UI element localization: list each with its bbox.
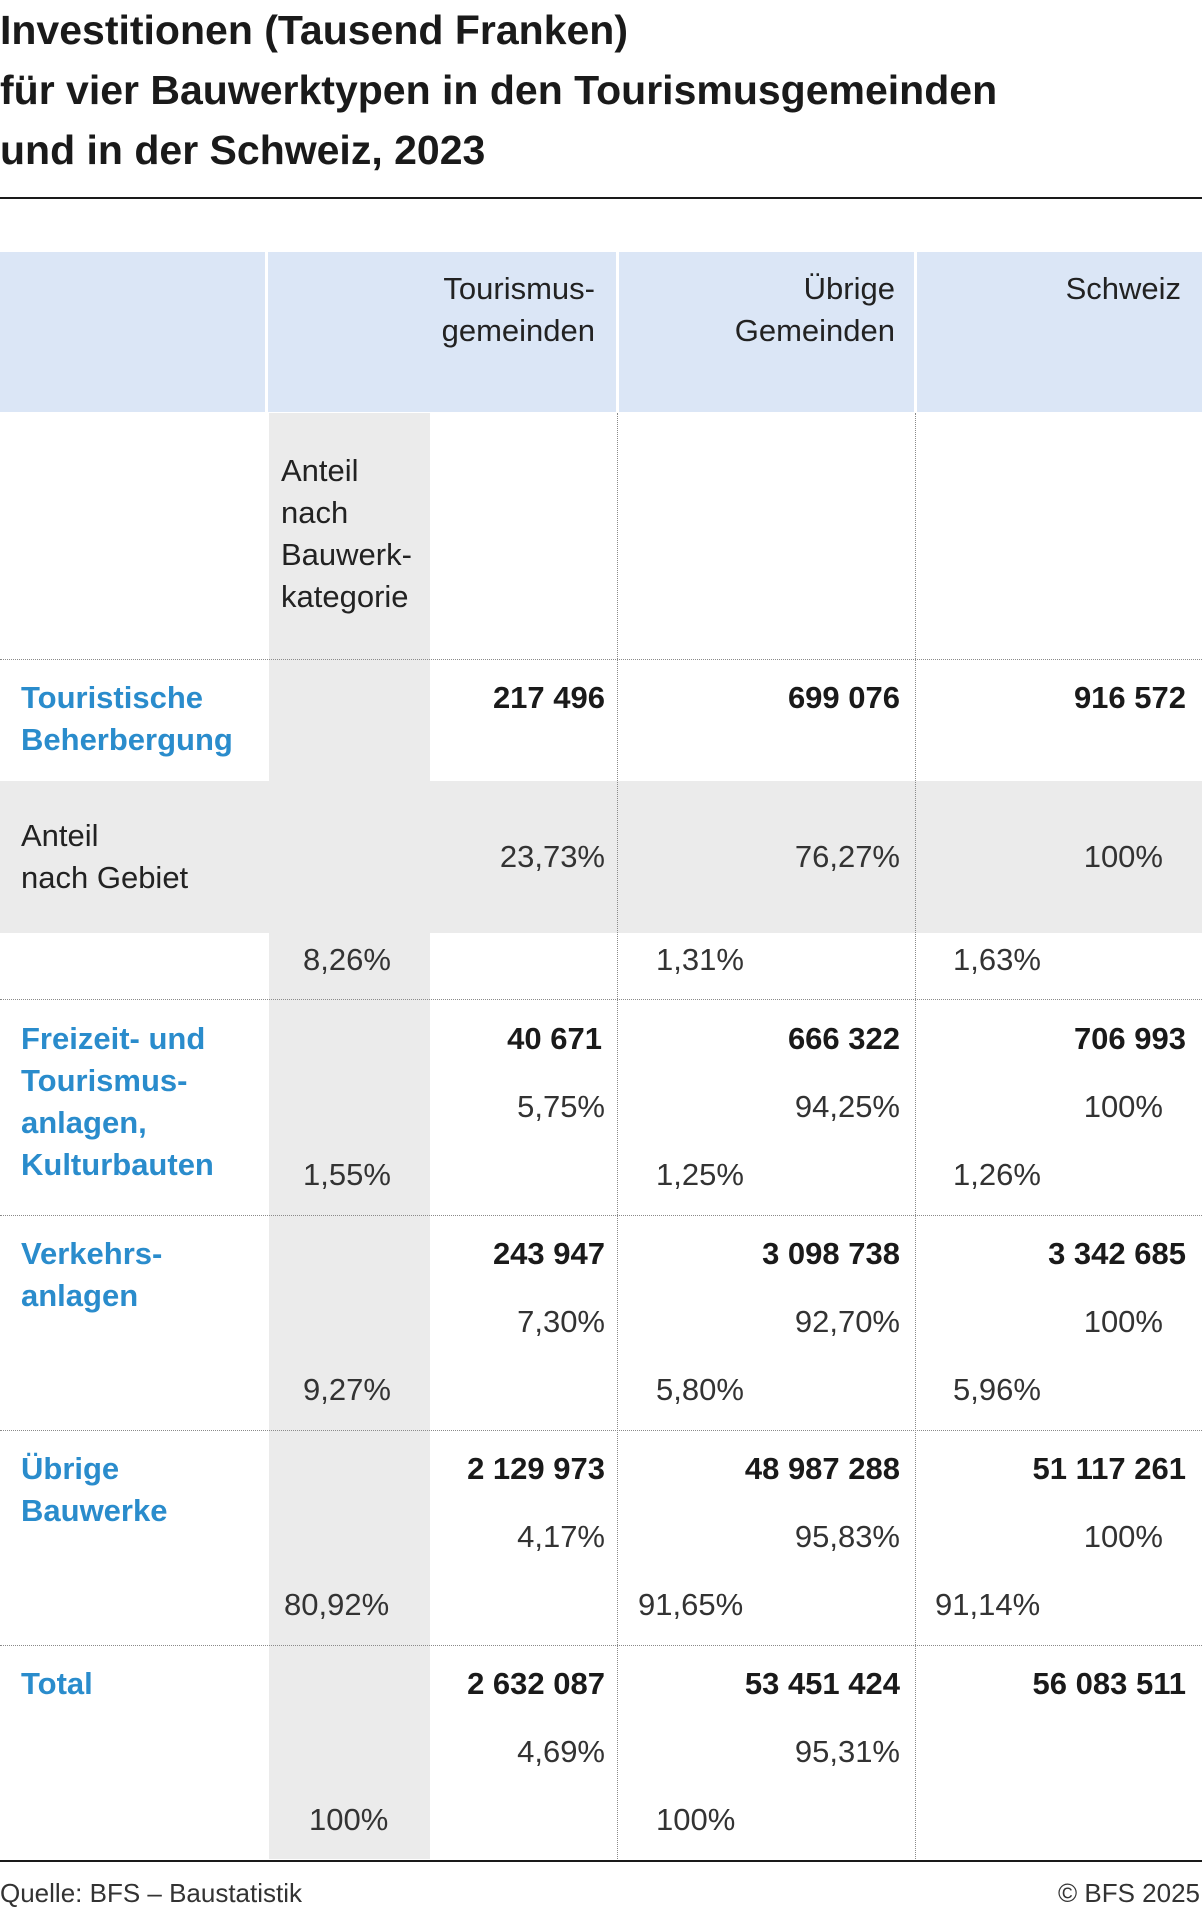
row-label-line: Total xyxy=(21,1666,93,1701)
column-header-switzerland-line: Schweiz xyxy=(1065,271,1181,306)
share-by-area-cell: 94,25% xyxy=(794,1089,900,1124)
row-label-line: Bauwerke xyxy=(21,1493,168,1528)
share-by-category-cell: 9,27% xyxy=(303,1372,391,1407)
chart-title: Investitionen (Tausend Franken) für vier… xyxy=(0,0,1202,180)
value-cell: 56 083 511 xyxy=(1032,1666,1186,1701)
row-label-line: Verkehrs- xyxy=(21,1236,163,1271)
title-line-2: für vier Bauwerktypen in den Tourismusge… xyxy=(0,67,998,113)
row-label-tourist-accommodation: Touristische Beherbergung xyxy=(21,677,233,761)
share-by-category-cell: 91,14% xyxy=(935,1587,1041,1622)
bottom-rule xyxy=(0,1860,1202,1862)
row-label-line: Beherbergung xyxy=(21,722,233,757)
row-label-other-structures: Übrige Bauwerke xyxy=(21,1448,167,1532)
value-cell: 217 496 xyxy=(492,680,605,715)
share-by-category-cell: 1,26% xyxy=(953,1157,1041,1192)
column-header-other-line: Gemeinden xyxy=(734,313,895,348)
label-line: kategorie xyxy=(281,579,409,614)
value-cell: 3 342 685 xyxy=(1048,1236,1186,1271)
row-label-line: Kulturbauten xyxy=(21,1147,214,1182)
row-label-leisure-facilities: Freizeit- und Tourismus- anlagen, Kultur… xyxy=(21,1018,214,1186)
value-cell: 916 572 xyxy=(1073,680,1186,715)
share-by-area-cell: 5,75% xyxy=(517,1089,605,1124)
share-by-area-cell: 76,27% xyxy=(794,839,900,874)
header-band xyxy=(0,252,1202,412)
row-divider xyxy=(0,659,1202,660)
value-cell: 666 322 xyxy=(787,1021,900,1056)
share-by-category-cell: 100% xyxy=(656,1802,736,1837)
share-by-area-cell: 4,17% xyxy=(517,1519,605,1554)
value-cell: 48 987 288 xyxy=(744,1451,900,1486)
header-separator xyxy=(265,252,268,412)
share-by-area-row xyxy=(0,781,1202,933)
value-cell: 706 993 xyxy=(1073,1021,1186,1056)
column-divider xyxy=(617,413,618,1859)
title-line-3: und in der Schweiz, 2023 xyxy=(0,127,486,173)
share-by-area-cell: 100% xyxy=(1083,1304,1163,1339)
share-by-area-cell: 7,30% xyxy=(517,1304,605,1339)
share-by-category-cell: 100% xyxy=(309,1802,389,1837)
share-by-category-label: Anteil nach Bauwerk- kategorie xyxy=(281,450,412,618)
share-by-area-cell: 4,69% xyxy=(517,1734,605,1769)
value-cell: 51 117 261 xyxy=(1032,1451,1186,1486)
share-by-area-cell: 100% xyxy=(1083,839,1163,874)
row-label-line: anlagen xyxy=(21,1278,139,1313)
value-cell: 3 098 738 xyxy=(762,1236,900,1271)
column-header-switzerland: Schweiz xyxy=(1066,268,1181,310)
share-by-area-label: Anteil nach Gebiet xyxy=(21,815,188,899)
share-by-area-cell: 92,70% xyxy=(794,1304,900,1339)
row-label-line: Freizeit- und xyxy=(21,1021,206,1056)
row-divider xyxy=(0,1430,1202,1431)
row-label-transport-facilities: Verkehrs- anlagen xyxy=(21,1233,162,1317)
share-by-area-cell: 23,73% xyxy=(499,839,605,874)
header-separator xyxy=(914,252,917,412)
share-by-area-cell: 100% xyxy=(1083,1089,1163,1124)
label-line: Anteil xyxy=(281,453,359,488)
column-header-tourism-line: gemeinden xyxy=(441,313,595,348)
row-label-line: anlagen, xyxy=(21,1105,147,1140)
label-line: nach xyxy=(281,495,349,530)
header-separator xyxy=(616,252,619,412)
value-cell: 699 076 xyxy=(787,680,900,715)
value-cell: 243 947 xyxy=(492,1236,605,1271)
share-by-category-cell: 1,25% xyxy=(656,1157,744,1192)
value-cell: 53 451 424 xyxy=(744,1666,900,1701)
label-line: nach Gebiet xyxy=(21,860,189,895)
share-by-area-cell: 95,31% xyxy=(794,1734,900,1769)
row-label-line: Übrige xyxy=(21,1451,120,1486)
share-by-category-cell: 8,26% xyxy=(303,942,391,977)
value-cell: 2 632 087 xyxy=(467,1666,605,1701)
share-by-category-cell: 1,55% xyxy=(303,1157,391,1192)
row-divider xyxy=(0,1645,1202,1646)
row-divider xyxy=(0,1215,1202,1216)
share-by-category-column xyxy=(269,413,430,1859)
source-note: Quelle: BFS – Baustatistik xyxy=(0,1878,303,1908)
row-label-line: Tourismus- xyxy=(21,1063,188,1098)
share-by-area-cell: 100% xyxy=(1083,1519,1163,1554)
column-header-tourism-line: Tourismus- xyxy=(443,271,595,306)
row-divider xyxy=(0,999,1202,1000)
share-by-category-cell: 80,92% xyxy=(284,1587,390,1622)
row-label-line: Touristische xyxy=(21,680,204,715)
share-by-category-cell: 5,80% xyxy=(656,1372,744,1407)
column-header-other-line: Übrige xyxy=(803,271,895,306)
column-divider xyxy=(915,413,916,1859)
value-cell: 2 129 973 xyxy=(467,1451,605,1486)
share-by-category-cell: 5,96% xyxy=(953,1372,1041,1407)
title-rule xyxy=(0,197,1202,199)
share-by-area-cell: 95,83% xyxy=(794,1519,900,1554)
share-by-category-cell: 1,63% xyxy=(953,942,1041,977)
row-label-total: Total xyxy=(21,1663,93,1705)
label-line: Bauwerk- xyxy=(281,537,412,572)
column-header-other: Übrige Gemeinden xyxy=(735,268,895,352)
share-by-category-cell: 91,65% xyxy=(638,1587,744,1622)
value-cell: 40 671 xyxy=(507,1021,602,1056)
copyright-note: © BFS 2025 xyxy=(1057,1878,1200,1908)
share-by-category-cell: 1,31% xyxy=(656,942,744,977)
column-header-tourism: Tourismus- gemeinden xyxy=(442,268,595,352)
label-line: Anteil xyxy=(21,818,99,853)
title-line-1: Investitionen (Tausend Franken) xyxy=(0,7,628,53)
